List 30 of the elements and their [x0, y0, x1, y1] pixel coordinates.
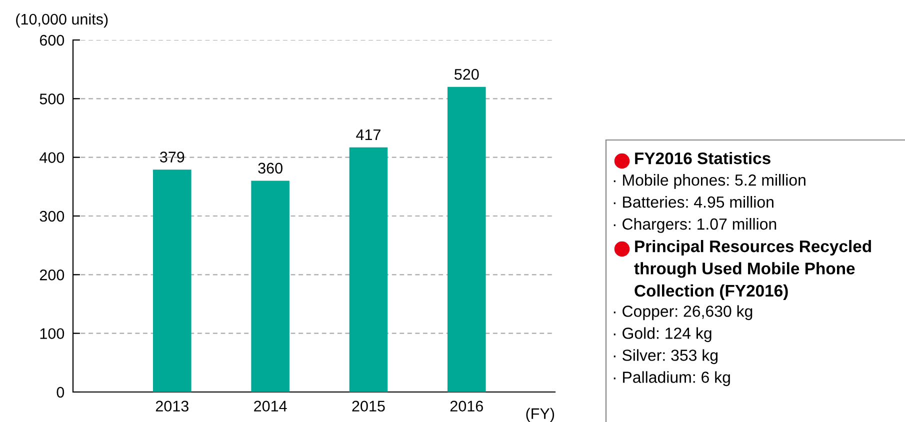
y-tick-label: 200 — [40, 270, 64, 280]
data-label: 360 — [258, 162, 282, 174]
y-tick-label: 0 — [56, 386, 64, 398]
bar — [153, 170, 192, 392]
y-axis-title: (10,000 units) — [16, 13, 108, 28]
y-tick-label: 300 — [40, 210, 64, 222]
text: Principal Resources Recycled through Used Mobile Phone Collection (FY2016) — [634, 240, 871, 300]
x-tick-label: 2013 — [156, 400, 188, 412]
bar — [448, 86, 486, 392]
data-label: 417 — [356, 130, 380, 140]
text: · Batteries: 4.95 million — [614, 196, 774, 208]
y-tick-label: 600 — [40, 34, 64, 46]
x-tick-label: 2014 — [254, 400, 287, 412]
text: · Copper: 26,630 kg — [614, 305, 752, 320]
y-tick-label: 100 — [40, 328, 64, 340]
bar — [349, 147, 388, 392]
text: · Palladium: 6 kg — [614, 371, 730, 386]
y-tick-label: 400 — [40, 152, 64, 164]
text: · Mobile phones: 5.2 million — [614, 174, 806, 189]
x-axis-title: (FY) — [526, 408, 554, 422]
data-label: 379 — [160, 152, 184, 162]
x-tick-label: 2015 — [352, 400, 385, 412]
data-label: 520 — [454, 68, 479, 80]
text: · Silver: 353 kg — [614, 349, 718, 364]
text: FY2016 Statistics — [635, 152, 770, 164]
bar — [251, 180, 290, 392]
text: · Chargers: 1.07 million — [614, 218, 776, 233]
text: · Gold: 124 kg — [614, 327, 712, 342]
x-tick-label: 2016 — [450, 400, 483, 412]
y-tick-label: 500 — [40, 94, 64, 104]
